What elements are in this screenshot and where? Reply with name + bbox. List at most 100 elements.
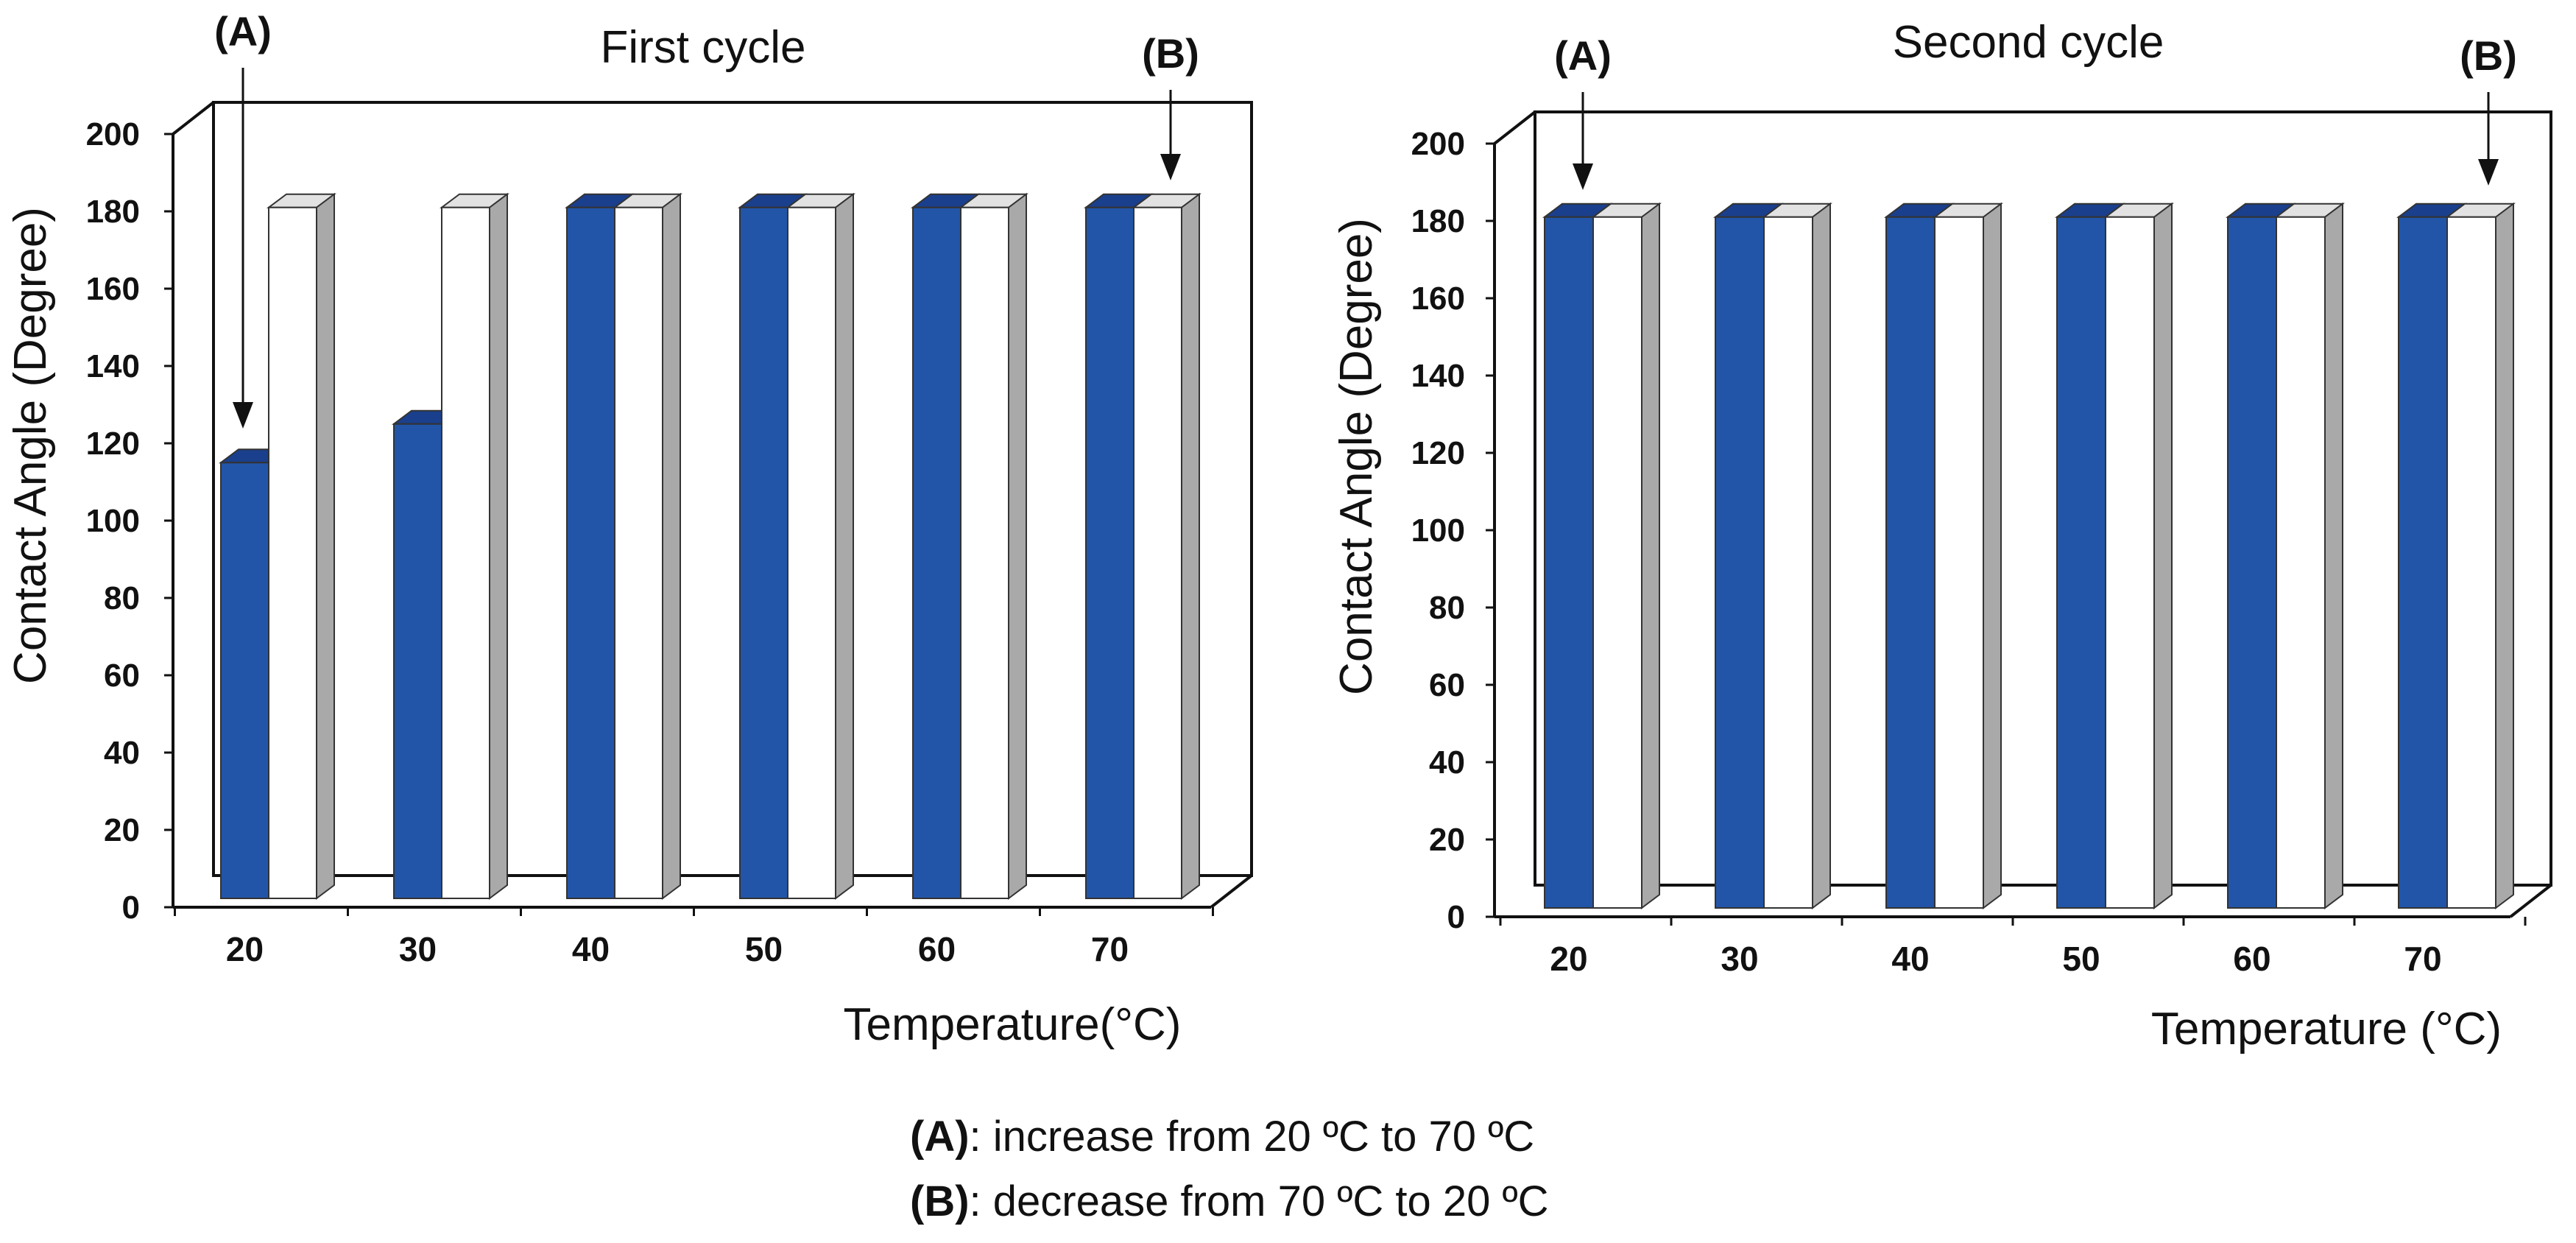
bar-decrease-40 (613, 192, 682, 900)
bar-decrease-20 (1591, 202, 1662, 909)
x-tick-label: 70 (1091, 930, 1129, 968)
y-tick-label: 80 (1429, 590, 1465, 626)
bar-side (2324, 202, 2343, 909)
bar-front (1592, 216, 1642, 909)
bar-increase-40 (1884, 203, 1955, 909)
y-tick-label: 180 (86, 194, 140, 230)
bar-side (662, 192, 681, 900)
bar-front (1544, 216, 1594, 909)
bar-decrease-40 (1933, 202, 2003, 909)
bar-decrease-30 (1762, 202, 1832, 909)
bar-decrease-20 (267, 192, 336, 900)
annotation-arrow-head (1573, 163, 1593, 190)
annotation-label: (B) (1142, 30, 1199, 77)
bar-increase-60 (2226, 203, 2296, 909)
x-tick-labels: 20 30 40 50 60 70 (174, 907, 1214, 968)
annotations: (A) (B) (1554, 32, 2517, 190)
bar-side (1812, 202, 1831, 909)
y-tick-label: 40 (104, 735, 140, 771)
floor-right-edge (1210, 874, 1253, 909)
chart-frame (172, 101, 1253, 909)
legend-line-a: (A): increase from 20 ºC to 70 ºC (910, 1112, 1534, 1161)
bar-front (1934, 216, 1984, 909)
x-tick-label: 40 (572, 930, 610, 968)
bar-side (489, 192, 508, 900)
x-tick-label: 40 (1891, 940, 1929, 978)
y-tick-label: 100 (86, 503, 140, 539)
bar-front (393, 423, 442, 899)
bars (219, 192, 1201, 900)
bar-side (2153, 202, 2173, 909)
bar-decrease-60 (959, 192, 1028, 900)
bar-increase-50 (2055, 203, 2125, 909)
y-tick-label: 140 (86, 348, 140, 384)
back-wall (1534, 110, 2552, 887)
bar-decrease-60 (2274, 202, 2345, 909)
bar-increase-40 (565, 193, 635, 899)
bar-front (268, 206, 317, 899)
bar-front (2056, 216, 2106, 909)
y-tick-label: 20 (1429, 822, 1465, 858)
bar-increase-20 (219, 448, 289, 899)
bar-side (316, 192, 335, 900)
y-tick-label: 140 (1411, 358, 1465, 394)
bar-front (2276, 216, 2326, 909)
floor-right-edge (2509, 884, 2552, 918)
bar-increase-30 (392, 409, 462, 899)
bar-side (1983, 202, 2002, 909)
bar-side (835, 192, 854, 900)
bar-front (1715, 216, 1765, 909)
y-tick-label: 40 (1429, 744, 1465, 781)
bar-side (1641, 202, 1660, 909)
x-tick-label: 30 (399, 930, 437, 968)
x-tick-label: 50 (745, 930, 783, 968)
chart-first-cycle: First cycle Contact Angle (Degree) Tempe… (5, 8, 1253, 1050)
bar-front (1133, 206, 1182, 899)
y-axis-label: Contact Angle (Degree) (1331, 218, 1382, 695)
annotation-arrow-head (2478, 159, 2499, 186)
bar-front (2446, 216, 2496, 909)
back-wall (212, 101, 1253, 877)
bar-front (220, 462, 269, 899)
legend-b-text: : decrease from 70 ºC to 20 ºC (969, 1177, 1549, 1225)
bar-decrease-50 (2103, 202, 2174, 909)
left-wall-top-edge (1493, 110, 1536, 145)
annotation-label: (A) (214, 8, 272, 54)
bar-front (1085, 206, 1135, 899)
bar-side (1008, 192, 1027, 900)
y-tick-label: 120 (1411, 435, 1465, 471)
bar-side (2495, 202, 2514, 909)
bar-increase-50 (738, 193, 808, 899)
y-tick-label: 60 (104, 658, 140, 694)
bar-front (2227, 216, 2277, 909)
bar-front (960, 206, 1009, 899)
y-tick-label: 100 (1411, 513, 1465, 549)
y-tick-label: 200 (1411, 126, 1465, 162)
bar-front (2105, 216, 2155, 909)
chart-second-cycle: Second cycle Contact Angle (Degree) Temp… (1331, 17, 2552, 1054)
bar-increase-70 (1084, 193, 1154, 899)
bar-front (787, 206, 836, 899)
x-tick-labels: 20 30 40 50 60 70 (1499, 917, 2527, 978)
legend-b-label: (B) (910, 1177, 970, 1225)
y-tick-label: 180 (1411, 203, 1465, 239)
x-tick-label: 20 (226, 930, 264, 968)
y-tick-label: 160 (1411, 281, 1465, 317)
x-tick-label: 50 (2062, 940, 2100, 978)
bar-front (441, 206, 490, 899)
bar-front (1885, 216, 1935, 909)
chart-title: Second cycle (1893, 17, 2164, 68)
y-tick-label: 0 (1447, 899, 1465, 935)
bar-decrease-70 (2445, 202, 2516, 909)
bar-increase-20 (1542, 203, 1613, 909)
bar-front (912, 206, 961, 899)
x-tick-label: 60 (2233, 940, 2270, 978)
y-tick-label: 20 (104, 812, 140, 848)
bar-front (739, 206, 788, 899)
bar-decrease-30 (440, 192, 509, 900)
bar-front (566, 206, 615, 899)
y-axis-label: Contact Angle (Degree) (5, 207, 56, 684)
x-axis-label: Temperature (°C) (2151, 1004, 2502, 1054)
bars (1542, 202, 2516, 909)
bar-front (2398, 216, 2448, 909)
